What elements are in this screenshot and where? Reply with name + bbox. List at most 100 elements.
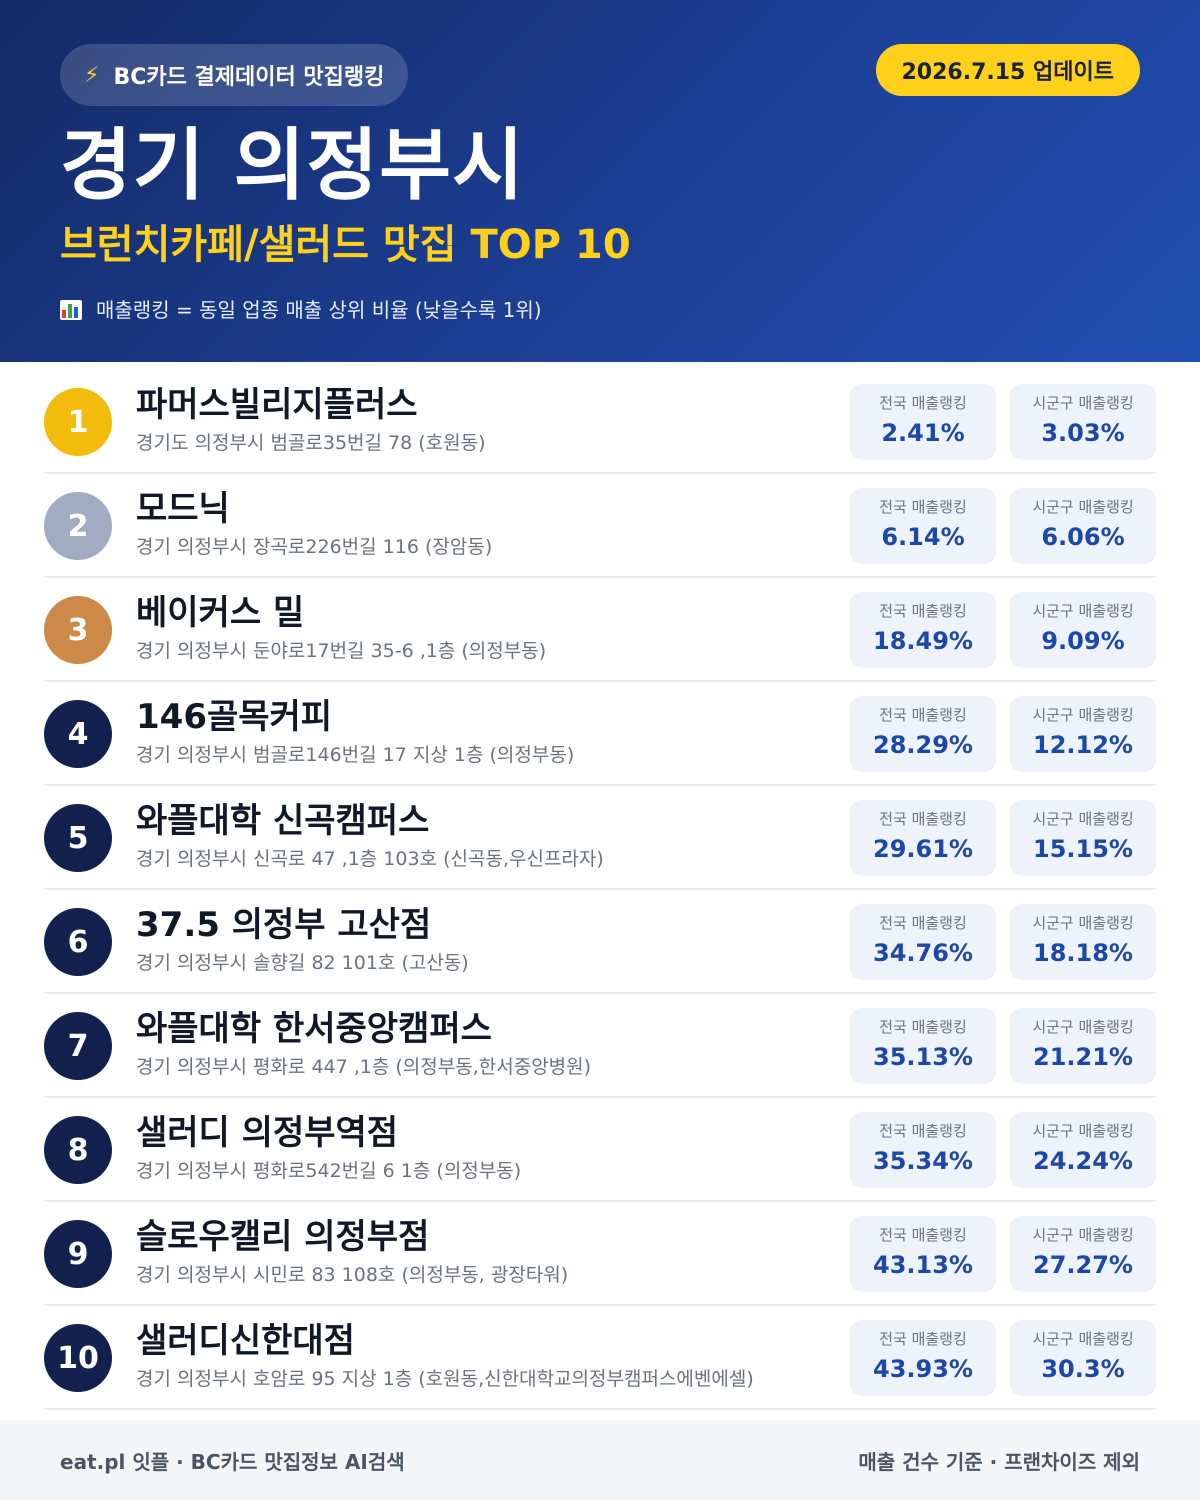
- local-ranking-label: 시군구 매출랭킹: [1032, 1226, 1134, 1244]
- restaurant-address: 경기 의정부시 둔야로17번길 35-6 ,1층 (의정부동): [136, 640, 547, 662]
- local-ranking-value: 15.15%: [1033, 835, 1133, 863]
- local-ranking-box: 시군구 매출랭킹 15.15%: [1010, 800, 1156, 876]
- national-ranking-box: 전국 매출랭킹 35.13%: [850, 1008, 996, 1084]
- header-banner: ⚡ BC카드 결제데이터 맛집랭킹 2026.7.15 업데이트 경기 의정부시…: [0, 0, 1200, 362]
- national-ranking-box: 전국 매출랭킹 29.61%: [850, 800, 996, 876]
- restaurant-name: 샐러디신한대점: [136, 1321, 355, 1361]
- update-date-badge: 2026.7.15 업데이트: [875, 44, 1140, 96]
- restaurant-name: 37.5 의정부 고산점: [136, 905, 432, 945]
- national-ranking-label: 전국 매출랭킹: [879, 810, 967, 828]
- list-item[interactable]: 1 파머스빌리지플러스 경기도 의정부시 범골로35번길 78 (호원동) 전국…: [44, 370, 1156, 474]
- rank-badge: 3: [44, 596, 112, 664]
- national-ranking-value: 35.34%: [873, 1147, 973, 1175]
- rank-badge: 7: [44, 1012, 112, 1080]
- rank-badge: 9: [44, 1220, 112, 1288]
- ranking-note: 매출랭킹 = 동일 업종 매출 상위 비율 (낮을수록 1위): [60, 294, 542, 326]
- local-ranking-value: 12.12%: [1033, 731, 1133, 759]
- national-ranking-value: 43.93%: [873, 1355, 973, 1383]
- national-ranking-label: 전국 매출랭킹: [879, 914, 967, 932]
- page-subtitle: 브런치카페/샐러드 맛집 TOP 10: [60, 222, 631, 268]
- restaurant-name: 와플대학 신곡캠퍼스: [136, 801, 430, 841]
- local-ranking-value: 21.21%: [1033, 1043, 1133, 1071]
- local-ranking-value: 6.06%: [1041, 523, 1125, 551]
- list-item[interactable]: 3 베이커스 밀 경기 의정부시 둔야로17번길 35-6 ,1층 (의정부동)…: [44, 578, 1156, 682]
- local-ranking-value: 18.18%: [1033, 939, 1133, 967]
- source-badge-label: BC카드 결제데이터 맛집랭킹: [113, 65, 385, 90]
- list-item[interactable]: 8 샐러디 의정부역점 경기 의정부시 평화로542번길 6 1층 (의정부동)…: [44, 1098, 1156, 1202]
- national-ranking-value: 43.13%: [873, 1251, 973, 1279]
- local-ranking-box: 시군구 매출랭킹 18.18%: [1010, 904, 1156, 980]
- restaurant-address: 경기 의정부시 장곡로226번길 116 (장암동): [136, 536, 493, 558]
- national-ranking-box: 전국 매출랭킹 2.41%: [850, 384, 996, 460]
- list-item[interactable]: 5 와플대학 신곡캠퍼스 경기 의정부시 신곡로 47 ,1층 103호 (신곡…: [44, 786, 1156, 890]
- rank-badge: 10: [44, 1324, 112, 1392]
- restaurant-address: 경기도 의정부시 범골로35번길 78 (호원동): [136, 432, 486, 454]
- local-ranking-value: 30.3%: [1041, 1355, 1125, 1383]
- national-ranking-value: 2.41%: [881, 419, 965, 447]
- local-ranking-label: 시군구 매출랭킹: [1032, 810, 1134, 828]
- local-ranking-value: 9.09%: [1041, 627, 1125, 655]
- local-ranking-label: 시군구 매출랭킹: [1032, 1018, 1134, 1036]
- ranking-note-text: 매출랭킹 = 동일 업종 매출 상위 비율 (낮을수록 1위): [96, 298, 542, 322]
- national-ranking-box: 전국 매출랭킹 34.76%: [850, 904, 996, 980]
- national-ranking-box: 전국 매출랭킹 43.93%: [850, 1320, 996, 1396]
- local-ranking-label: 시군구 매출랭킹: [1032, 498, 1134, 516]
- list-item[interactable]: 10 샐러디신한대점 경기 의정부시 호암로 95 지상 1층 (호원동,신한대…: [44, 1306, 1156, 1410]
- restaurant-address: 경기 의정부시 솔향길 82 101호 (고산동): [136, 952, 469, 974]
- rank-badge: 8: [44, 1116, 112, 1184]
- restaurant-address: 경기 의정부시 평화로542번길 6 1층 (의정부동): [136, 1160, 522, 1182]
- local-ranking-value: 24.24%: [1033, 1147, 1133, 1175]
- national-ranking-box: 전국 매출랭킹 35.34%: [850, 1112, 996, 1188]
- restaurant-address: 경기 의정부시 신곡로 47 ,1층 103호 (신곡동,우신프라자): [136, 848, 604, 870]
- restaurant-name: 모드닉: [136, 489, 230, 529]
- national-ranking-box: 전국 매출랭킹 6.14%: [850, 488, 996, 564]
- national-ranking-value: 6.14%: [881, 523, 965, 551]
- restaurant-name: 샐러디 의정부역점: [136, 1113, 399, 1153]
- restaurant-address: 경기 의정부시 시민로 83 108호 (의정부동, 광장타워): [136, 1264, 569, 1286]
- local-ranking-box: 시군구 매출랭킹 30.3%: [1010, 1320, 1156, 1396]
- list-item[interactable]: 4 146골목커피 경기 의정부시 범골로146번길 17 지상 1층 (의정부…: [44, 682, 1156, 786]
- restaurant-name: 와플대학 한서중앙캠퍼스: [136, 1009, 492, 1049]
- footer-criteria: 매출 건수 기준 · 프랜차이즈 제외: [858, 1449, 1140, 1474]
- national-ranking-label: 전국 매출랭킹: [879, 1226, 967, 1244]
- local-ranking-label: 시군구 매출랭킹: [1032, 1330, 1134, 1348]
- restaurant-address: 경기 의정부시 호암로 95 지상 1층 (호원동,신한대학교의정부캠퍼스에벤에…: [136, 1368, 754, 1390]
- local-ranking-box: 시군구 매출랭킹 27.27%: [1010, 1216, 1156, 1292]
- national-ranking-value: 29.61%: [873, 835, 973, 863]
- rank-badge: 6: [44, 908, 112, 976]
- local-ranking-box: 시군구 매출랭킹 3.03%: [1010, 384, 1156, 460]
- restaurant-name: 146골목커피: [136, 697, 333, 737]
- local-ranking-label: 시군구 매출랭킹: [1032, 914, 1134, 932]
- lightning-icon: ⚡: [84, 62, 100, 88]
- national-ranking-box: 전국 매출랭킹 43.13%: [850, 1216, 996, 1292]
- restaurant-address: 경기 의정부시 범골로146번길 17 지상 1층 (의정부동): [136, 744, 575, 766]
- local-ranking-box: 시군구 매출랭킹 21.21%: [1010, 1008, 1156, 1084]
- local-ranking-box: 시군구 매출랭킹 24.24%: [1010, 1112, 1156, 1188]
- local-ranking-value: 3.03%: [1041, 419, 1125, 447]
- national-ranking-label: 전국 매출랭킹: [879, 498, 967, 516]
- restaurant-name: 베이커스 밀: [136, 593, 305, 633]
- footer: eat.pl 잇플 · BC카드 맛집정보 AI검색 매출 건수 기준 · 프랜…: [0, 1420, 1200, 1500]
- rank-badge: 1: [44, 388, 112, 456]
- national-ranking-box: 전국 매출랭킹 18.49%: [850, 592, 996, 668]
- national-ranking-box: 전국 매출랭킹 28.29%: [850, 696, 996, 772]
- national-ranking-value: 35.13%: [873, 1043, 973, 1071]
- rank-badge: 4: [44, 700, 112, 768]
- local-ranking-label: 시군구 매출랭킹: [1032, 1122, 1134, 1140]
- list-item[interactable]: 2 모드닉 경기 의정부시 장곡로226번길 116 (장암동) 전국 매출랭킹…: [44, 474, 1156, 578]
- local-ranking-value: 27.27%: [1033, 1251, 1133, 1279]
- list-item[interactable]: 9 슬로우캘리 의정부점 경기 의정부시 시민로 83 108호 (의정부동, …: [44, 1202, 1156, 1306]
- list-item[interactable]: 7 와플대학 한서중앙캠퍼스 경기 의정부시 평화로 447 ,1층 (의정부동…: [44, 994, 1156, 1098]
- local-ranking-label: 시군구 매출랭킹: [1032, 394, 1134, 412]
- list-item[interactable]: 6 37.5 의정부 고산점 경기 의정부시 솔향길 82 101호 (고산동)…: [44, 890, 1156, 994]
- restaurant-name: 슬로우캘리 의정부점: [136, 1217, 430, 1257]
- local-ranking-box: 시군구 매출랭킹 9.09%: [1010, 592, 1156, 668]
- national-ranking-value: 18.49%: [873, 627, 973, 655]
- rank-badge: 5: [44, 804, 112, 872]
- national-ranking-value: 34.76%: [873, 939, 973, 967]
- national-ranking-label: 전국 매출랭킹: [879, 394, 967, 412]
- bar-chart-icon: [60, 300, 82, 320]
- national-ranking-label: 전국 매출랭킹: [879, 1018, 967, 1036]
- local-ranking-box: 시군구 매출랭킹 12.12%: [1010, 696, 1156, 772]
- restaurant-name: 파머스빌리지플러스: [136, 385, 418, 425]
